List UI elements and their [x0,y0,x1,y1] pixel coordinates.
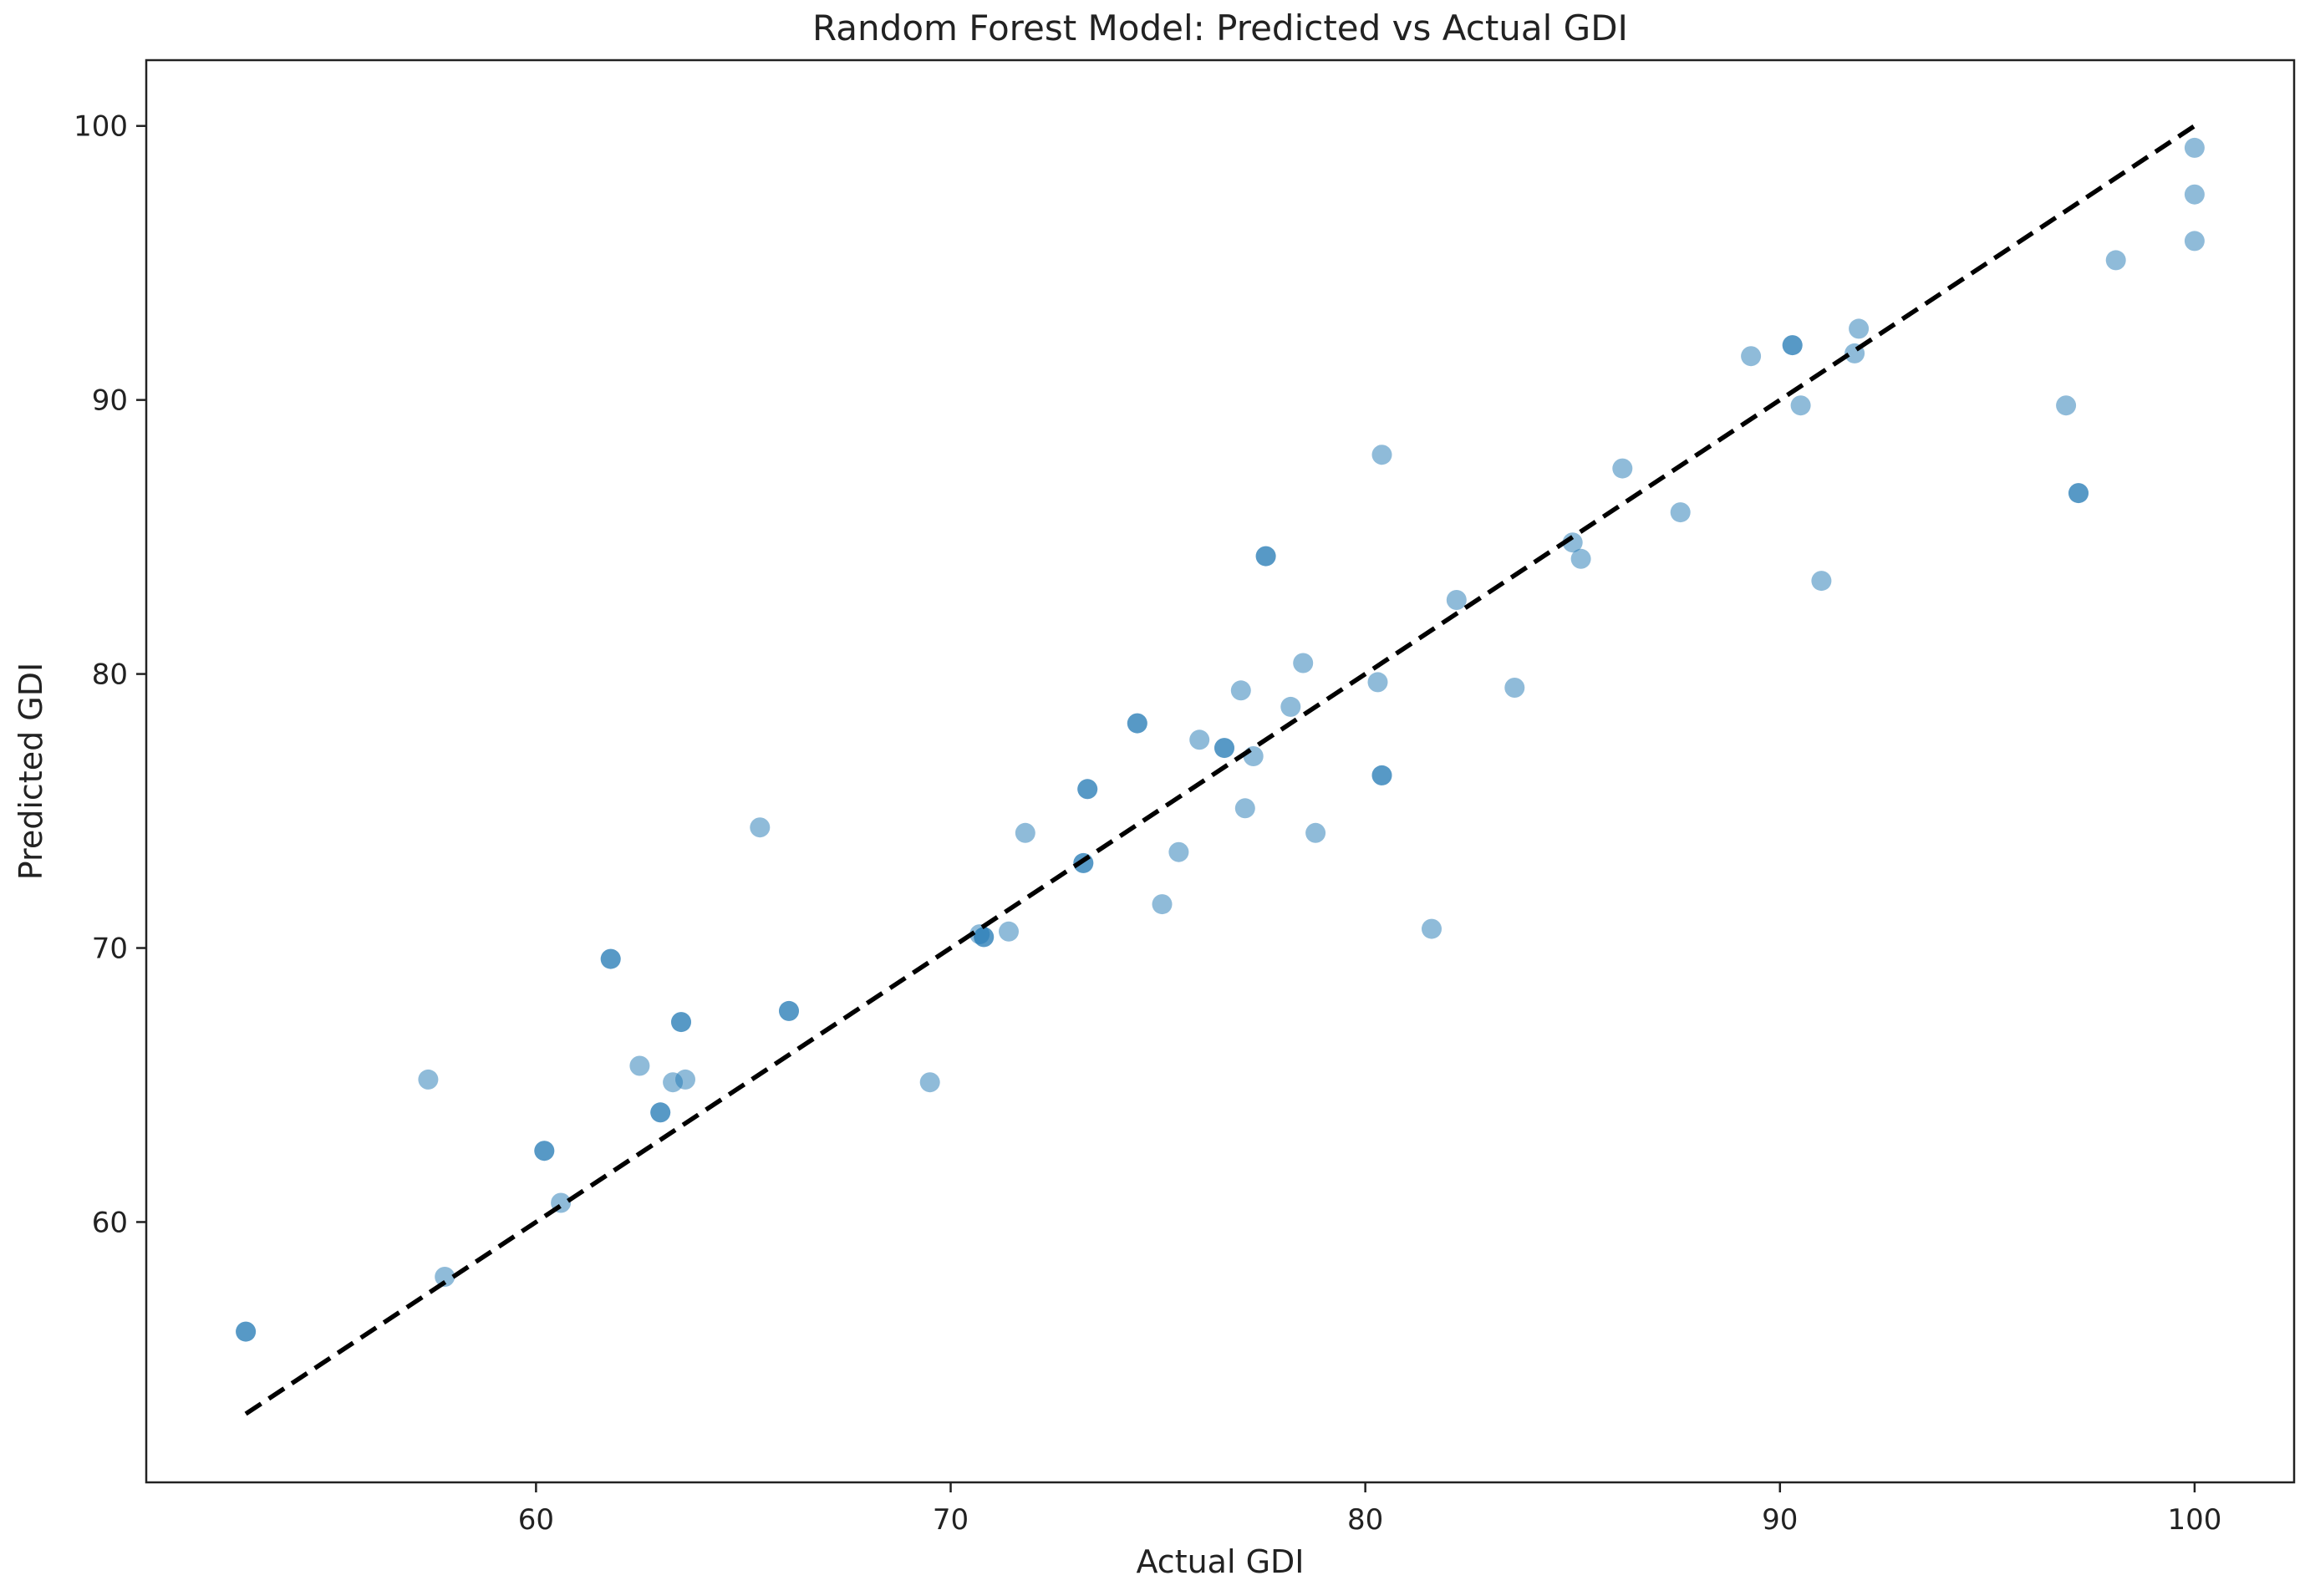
data-point [919,1072,940,1093]
data-point [1234,798,1255,819]
data-point [1422,918,1442,939]
data-point [2068,483,2089,504]
data-point [1371,445,1392,465]
chart-title: Random Forest Model: Predicted vs Actual… [812,8,1628,48]
data-point [650,1102,671,1123]
data-point [1782,335,1803,356]
data-point [1077,779,1098,800]
data-point [1243,746,1264,766]
data-point [1305,822,1326,843]
y-tick-label: 70 [92,933,128,966]
data-point [1152,894,1173,915]
data-point [1255,546,1276,567]
data-point [2184,184,2205,205]
data-point [1367,672,1388,693]
y-axis-ticks: 60 70 80 90 100 [74,110,146,1239]
data-point [1015,822,1035,843]
data-point [418,1069,439,1090]
data-point [974,927,995,948]
y-tick-label: 100 [74,110,128,144]
data-point [1280,696,1301,717]
x-axis-label: Actual GDI [1136,1543,1304,1580]
plot-frame [145,58,2296,1484]
data-point [1168,841,1189,862]
data-point [1562,532,1583,553]
data-point [750,817,771,838]
y-tick-label: 60 [92,1206,128,1239]
data-point [2184,231,2205,252]
data-point [675,1069,695,1090]
data-point [1127,713,1147,734]
x-tick-label: 60 [518,1503,554,1537]
data-point [1849,318,1870,339]
data-point [2056,395,2077,416]
data-point [534,1141,555,1161]
data-point [236,1321,257,1342]
data-point [435,1267,455,1287]
x-axis-ticks: 60 70 80 90 100 [518,1482,2221,1537]
data-point [1293,653,1314,673]
data-point [1504,678,1525,698]
plot-content [236,124,2205,1416]
data-point [999,921,1019,942]
y-tick-label: 80 [92,658,128,692]
data-point [1189,729,1210,750]
data-point [2105,250,2126,271]
y-tick-label: 90 [92,384,128,418]
data-point [1214,738,1234,759]
data-point [629,1055,650,1076]
x-tick-label: 90 [1762,1503,1798,1537]
data-point [1741,346,1762,367]
data-point [1790,395,1811,416]
data-point [1230,680,1251,701]
x-tick-label: 70 [933,1503,969,1537]
x-tick-label: 80 [1347,1503,1383,1537]
data-point [1446,590,1467,610]
data-point [600,948,621,969]
data-point [1811,571,1832,592]
data-point [1371,765,1392,785]
data-point [779,1000,799,1021]
data-point [671,1012,691,1033]
data-point [1670,502,1691,523]
x-tick-label: 100 [2167,1503,2221,1537]
data-point [1612,458,1633,479]
data-point [2184,137,2205,158]
reference-line [244,124,2196,1416]
data-point [1570,548,1591,569]
y-axis-label: Predicted GDI [13,663,49,880]
